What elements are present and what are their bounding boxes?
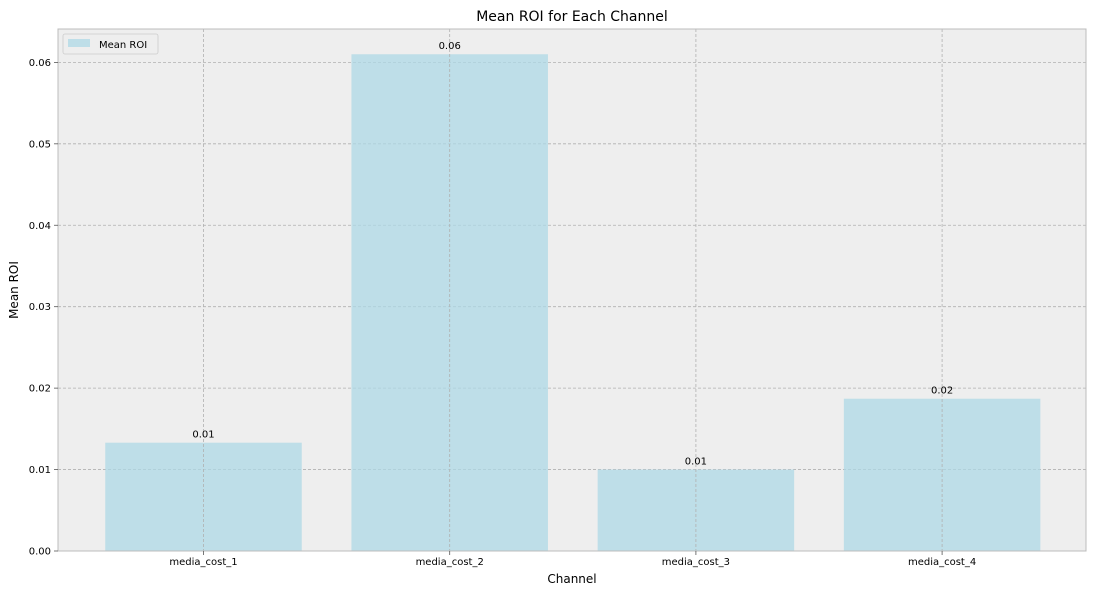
bar-media_cost_2: [351, 54, 548, 551]
y-tick-label: 0.02: [29, 384, 51, 395]
data-label-media_cost_2: 0.06: [439, 41, 461, 52]
x-tick-label: media_cost_1: [169, 557, 237, 568]
y-axis: 0.00 0.01 0.02 0.03 0.04 0.05 0.06: [29, 58, 58, 558]
legend-label: Mean ROI: [99, 40, 147, 51]
x-axis: media_cost_1 media_cost_2 media_cost_3 medi…: [169, 551, 976, 568]
bars: [105, 54, 1041, 551]
x-tick-label: media_cost_4: [908, 557, 976, 568]
legend-swatch: [68, 39, 90, 47]
data-label-media_cost_3: 0.01: [685, 457, 707, 468]
x-tick-label: media_cost_3: [662, 557, 730, 568]
data-label-media_cost_1: 0.01: [192, 430, 214, 441]
y-tick-label: 0.03: [29, 302, 51, 313]
y-tick-label: 0.05: [29, 139, 51, 150]
y-axis-label: Mean ROI: [7, 261, 21, 319]
vertical-grid-lines: [203, 29, 943, 551]
y-tick-label: 0.06: [29, 58, 51, 69]
y-tick-label: 0.00: [29, 547, 51, 558]
x-tick-label: media_cost_2: [416, 557, 484, 568]
chart-title: Mean ROI for Each Channel: [476, 9, 668, 25]
plot-frame: [57, 28, 1087, 552]
y-tick-label: 0.01: [29, 465, 51, 476]
legend: Mean ROI: [62, 33, 159, 55]
y-tick-label: 0.04: [29, 221, 51, 232]
x-axis-label: Channel: [547, 572, 596, 586]
data-label-media_cost_4: 0.02: [931, 386, 953, 397]
data-labels: 0.01 0.06 0.01 0.02: [192, 41, 953, 467]
